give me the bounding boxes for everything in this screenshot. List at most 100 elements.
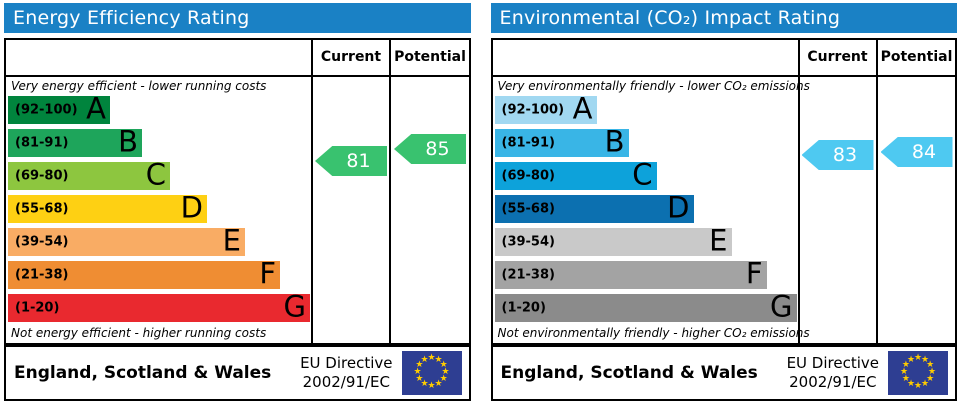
- current-column-header: Current: [807, 49, 868, 65]
- region-label: England, Scotland & Wales: [500, 363, 758, 383]
- eu-star-icon: ★: [927, 367, 937, 377]
- eu-star-icon: ★: [906, 379, 916, 390]
- potential-rating-arrow: 85: [394, 134, 466, 164]
- bottom-caption: Not energy efficient - higher running co…: [11, 326, 267, 340]
- eu-star-icon: ★: [926, 360, 935, 370]
- potential-column-header: Potential: [394, 49, 466, 65]
- eu-star-icon: ★: [413, 367, 422, 377]
- current-rating-arrow: 83: [801, 140, 874, 170]
- eu-star-icon: ★: [415, 374, 424, 384]
- eu-star-icon: ★: [901, 374, 910, 384]
- eu-star-icon: ★: [427, 381, 436, 391]
- panel-title: Environmental (CO₂) Impact Rating: [499, 7, 841, 29]
- panel-footer: England, Scotland & Wales EU Directive 2…: [490, 345, 957, 401]
- band-letter: A: [572, 91, 593, 126]
- band-d: (55-68) D: [494, 190, 694, 225]
- eu-star-icon: ★: [439, 360, 448, 370]
- band-c: (69-80) C: [494, 157, 657, 192]
- eu-star-icon: ★: [434, 379, 443, 390]
- band-letter: D: [667, 190, 690, 225]
- potential-column-header: Potential: [880, 49, 953, 65]
- band-range-label: (69-80): [15, 168, 69, 184]
- eu-star-icon: ★: [415, 360, 424, 370]
- eu-star-icon: ★: [420, 379, 429, 390]
- band-range-label: (92-100): [501, 102, 565, 118]
- eu-directive-label: EU Directive 2002/91/EC: [300, 354, 392, 392]
- band-b: (81-91) B: [494, 124, 629, 159]
- eu-directive-line1: EU Directive: [300, 354, 393, 372]
- eu-flag: ★ ★ ★ ★ ★ ★ ★ ★ ★ ★ ★ ★: [401, 351, 462, 395]
- rating-chart: Current Potential Very environmentally f…: [490, 38, 957, 345]
- band-letter: C: [145, 157, 166, 192]
- eu-star-icon: ★: [427, 353, 436, 363]
- top-caption: Very energy efficient - lower running co…: [11, 79, 267, 93]
- band-letter: D: [180, 190, 203, 225]
- band-letter: F: [745, 256, 763, 291]
- header-row-divider: [6, 75, 469, 77]
- energy-efficiency-panel: Energy Efficiency Rating Current Potenti…: [4, 3, 471, 401]
- eu-star-icon: ★: [420, 354, 429, 365]
- band-letter: A: [86, 91, 106, 126]
- band-g: (1-20) G: [8, 289, 310, 324]
- eu-star-icon: ★: [913, 381, 923, 391]
- band-letter: G: [283, 289, 306, 324]
- eu-star-icon: ★: [439, 374, 448, 384]
- band-e: (39-54) E: [8, 223, 245, 258]
- panel-title-bar: Energy Efficiency Rating: [4, 3, 471, 33]
- current-column-header: Current: [320, 49, 382, 65]
- band-range-label: (21-38): [501, 267, 555, 283]
- band-letter: B: [604, 124, 625, 159]
- potential-column-divider: [389, 40, 391, 343]
- eu-star-icon: ★: [920, 379, 930, 390]
- band-range-label: (81-91): [501, 135, 555, 151]
- band-letter: F: [259, 256, 276, 291]
- eu-star-icon: ★: [901, 360, 910, 370]
- eu-directive-line2: 2002/91/EC: [302, 373, 390, 391]
- bands: (92-100) A (81-91) B (69-80) C (55-68) D (39-54)…: [493, 91, 956, 324]
- eu-directive-line2: 2002/91/EC: [789, 373, 877, 391]
- band-letter: B: [118, 124, 138, 159]
- band-letter: E: [222, 223, 241, 258]
- eu-star-icon: ★: [899, 367, 909, 377]
- current-column-divider: [311, 40, 313, 343]
- eu-star-icon: ★: [926, 374, 935, 384]
- band-c: (69-80) C: [8, 157, 170, 192]
- band-letter: G: [770, 289, 793, 324]
- panel-title: Energy Efficiency Rating: [13, 7, 250, 29]
- band-letter: E: [709, 223, 728, 258]
- band-range-label: (39-54): [15, 234, 69, 250]
- potential-column-divider: [875, 40, 878, 343]
- bottom-caption: Not environmentally friendly - higher CO…: [497, 326, 810, 340]
- environmental-impact-panel: Environmental (CO₂) Impact Rating Curren…: [490, 3, 957, 401]
- current-rating-arrow: 81: [315, 146, 387, 176]
- eu-star-icon: ★: [906, 354, 916, 365]
- rating-chart: Current Potential Very energy efficient …: [4, 38, 471, 345]
- top-caption: Very environmentally friendly - lower CO…: [497, 79, 810, 93]
- region-label: England, Scotland & Wales: [14, 363, 272, 383]
- band-range-label: (81-91): [15, 135, 69, 151]
- band-letter: C: [632, 157, 653, 192]
- band-range-label: (39-54): [501, 234, 555, 250]
- band-range-label: (1-20): [501, 300, 546, 316]
- panel-footer: England, Scotland & Wales EU Directive 2…: [4, 345, 471, 401]
- eu-directive-line1: EU Directive: [786, 354, 879, 372]
- current-column-divider: [797, 40, 800, 343]
- band-f: (21-38) F: [8, 256, 280, 291]
- panel-title-bar: Environmental (CO₂) Impact Rating: [490, 3, 957, 33]
- eu-directive-label: EU Directive 2002/91/EC: [787, 354, 879, 392]
- band-g: (1-20) G: [494, 289, 797, 324]
- band-range-label: (55-68): [15, 201, 69, 217]
- band-range-label: (21-38): [15, 267, 69, 283]
- band-range-label: (55-68): [501, 201, 555, 217]
- eu-star-icon: ★: [441, 367, 450, 377]
- eu-star-icon: ★: [913, 353, 923, 363]
- band-a: (92-100) A: [494, 91, 597, 126]
- band-range-label: (1-20): [15, 300, 60, 316]
- eu-flag: ★ ★ ★ ★ ★ ★ ★ ★ ★ ★ ★ ★: [888, 351, 948, 395]
- band-range-label: (69-80): [501, 168, 555, 184]
- band-a: (92-100) A: [8, 91, 110, 126]
- band-range-label: (92-100): [15, 102, 78, 118]
- eu-star-icon: ★: [434, 354, 443, 365]
- bands: (92-100) A (81-91) B (69-80) C (55-68) D (39-54)…: [6, 91, 469, 324]
